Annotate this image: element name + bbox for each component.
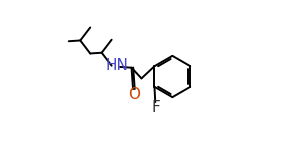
Text: O: O bbox=[128, 87, 140, 103]
Text: HN: HN bbox=[106, 58, 129, 73]
Text: F: F bbox=[152, 100, 160, 116]
